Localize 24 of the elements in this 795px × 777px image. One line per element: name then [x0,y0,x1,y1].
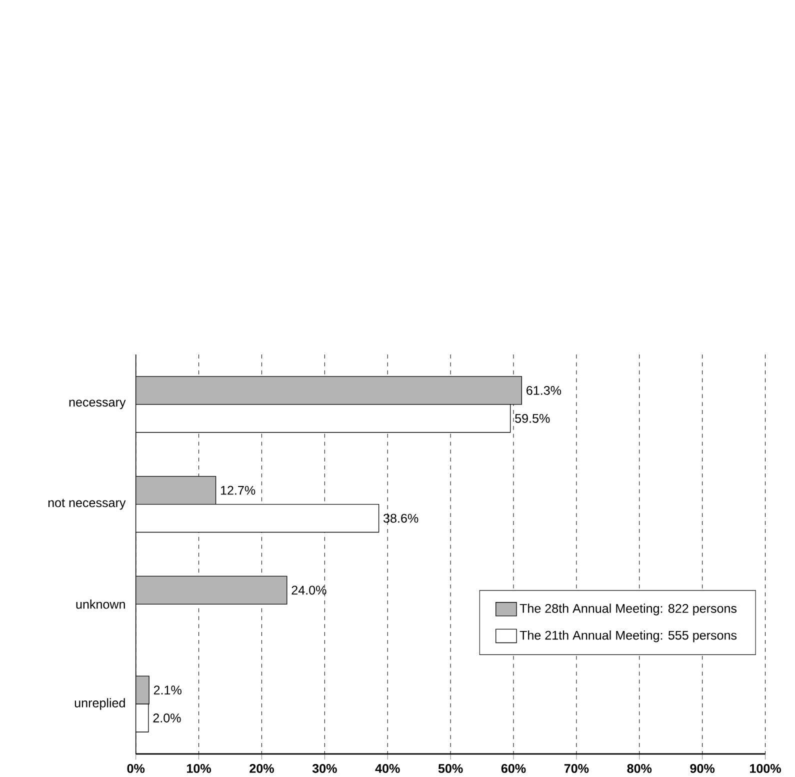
data-label: 12.7% [220,486,256,495]
data-label: 38.6% [384,514,418,523]
data-label: 2.0% [153,713,181,722]
x-tick-label: 90% [690,764,715,773]
data-label: 2.1% [154,686,182,694]
x-tick-label: 0% [127,764,145,773]
x-tick-label: 50% [438,764,463,773]
y-tick-label: unreplied [74,698,125,710]
x-tick-label: 60% [501,764,526,773]
x-tick-label: 10% [187,764,212,773]
legend-label: The 28th Annual Meeting: 822 persons [520,604,737,616]
x-tick-label: 70% [564,764,589,773]
data-label: 61.3% [526,386,562,395]
legend-label: The 21th Annual Meeting: 555 persons [520,630,737,642]
y-tick-label: necessary [69,400,126,410]
x-tick-label: 80% [627,764,652,773]
y-tick-label: not necessary [48,498,126,510]
data-label: 24.0% [292,586,326,595]
x-tick-label: 100% [750,764,781,773]
x-tick-label: 40% [375,764,400,773]
y-tick-label: unknown [76,599,125,609]
x-tick-label: 30% [312,764,337,773]
x-tick-label: 20% [250,764,274,773]
data-label: 59.5% [515,414,550,423]
